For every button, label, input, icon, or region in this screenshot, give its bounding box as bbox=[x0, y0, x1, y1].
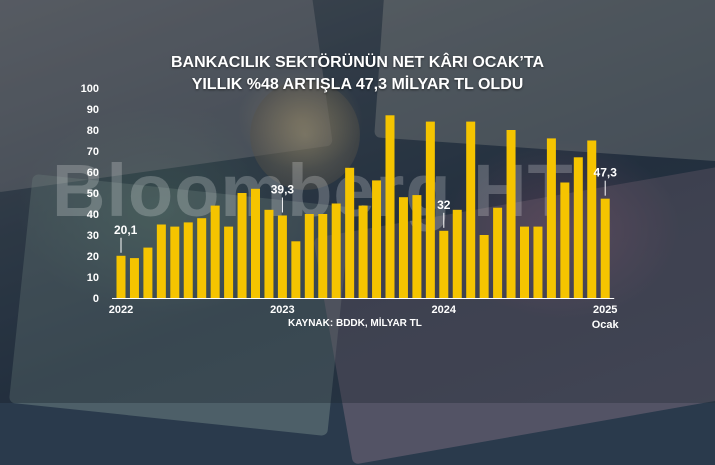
bar bbox=[412, 195, 422, 298]
bar bbox=[573, 157, 583, 298]
bar bbox=[358, 205, 368, 298]
data-label: 20,1 bbox=[114, 223, 138, 237]
y-tick-label: 100 bbox=[81, 83, 99, 95]
bar bbox=[304, 214, 314, 298]
y-tick-label: 50 bbox=[87, 188, 99, 200]
bar bbox=[224, 226, 234, 298]
bar bbox=[197, 218, 207, 298]
bar bbox=[546, 138, 556, 298]
source-note: KAYNAK: BDDK, MİLYAR TL bbox=[288, 318, 422, 329]
bar bbox=[170, 226, 180, 298]
bar bbox=[533, 226, 543, 298]
y-tick-label: 20 bbox=[87, 251, 99, 263]
data-label: 32 bbox=[437, 198, 451, 212]
bar bbox=[277, 215, 287, 298]
x-tick-label: 2025 bbox=[593, 304, 617, 316]
bar bbox=[129, 258, 139, 298]
y-tick-label: 40 bbox=[87, 209, 99, 221]
bar bbox=[506, 130, 516, 298]
bar bbox=[210, 205, 220, 298]
bar bbox=[600, 198, 610, 298]
bar bbox=[183, 222, 193, 298]
x-tick-label: 2024 bbox=[432, 304, 457, 316]
x-tick-label: 2023 bbox=[270, 304, 294, 316]
bar bbox=[493, 207, 503, 298]
title-line-1: BANKACILIK SEKTÖRÜNÜN NET KÂRI OCAK’TA bbox=[170, 54, 545, 71]
y-tick-label: 60 bbox=[87, 167, 99, 179]
y-tick-label: 0 bbox=[93, 293, 99, 305]
coin-image bbox=[250, 80, 360, 190]
bar bbox=[116, 255, 126, 298]
chart-title: BANKACILIK SEKTÖRÜNÜN NET KÂRI OCAK’TA Y… bbox=[0, 52, 715, 96]
data-label: 39,3 bbox=[271, 182, 295, 196]
bar bbox=[331, 203, 341, 298]
y-tick-label: 90 bbox=[87, 104, 99, 116]
bar bbox=[251, 188, 260, 298]
bar bbox=[520, 226, 529, 298]
y-tick-label: 10 bbox=[87, 272, 99, 284]
bar bbox=[398, 197, 408, 298]
bar bbox=[291, 241, 301, 298]
bar bbox=[479, 235, 489, 298]
bar bbox=[439, 230, 449, 298]
bar-chart: 0 10 20 30 40 50 60 70 80 90 100 2022 2023 2024 2025 Oc… bbox=[81, 83, 620, 331]
title-line-2: YILLIK %48 ARTIŞLA 47,3 MİLYAR TL OLDU bbox=[191, 76, 524, 93]
x-tick-label: 2022 bbox=[109, 304, 133, 316]
y-tick-label: 80 bbox=[87, 125, 99, 137]
data-label: 47,3 bbox=[594, 166, 618, 180]
bar bbox=[560, 182, 570, 298]
bar bbox=[466, 121, 476, 298]
bar bbox=[587, 140, 597, 298]
bar bbox=[425, 121, 435, 298]
bar bbox=[318, 214, 328, 298]
y-tick-label: 70 bbox=[87, 146, 99, 158]
bar bbox=[143, 247, 153, 298]
y-tick-label: 30 bbox=[87, 230, 99, 242]
bar bbox=[452, 209, 462, 298]
x-tick-sublabel: Ocak bbox=[592, 319, 620, 331]
bar bbox=[345, 167, 355, 298]
bar bbox=[156, 224, 166, 298]
bar bbox=[237, 193, 247, 298]
bar bbox=[372, 180, 382, 298]
bar bbox=[385, 115, 395, 298]
bar bbox=[264, 209, 274, 298]
